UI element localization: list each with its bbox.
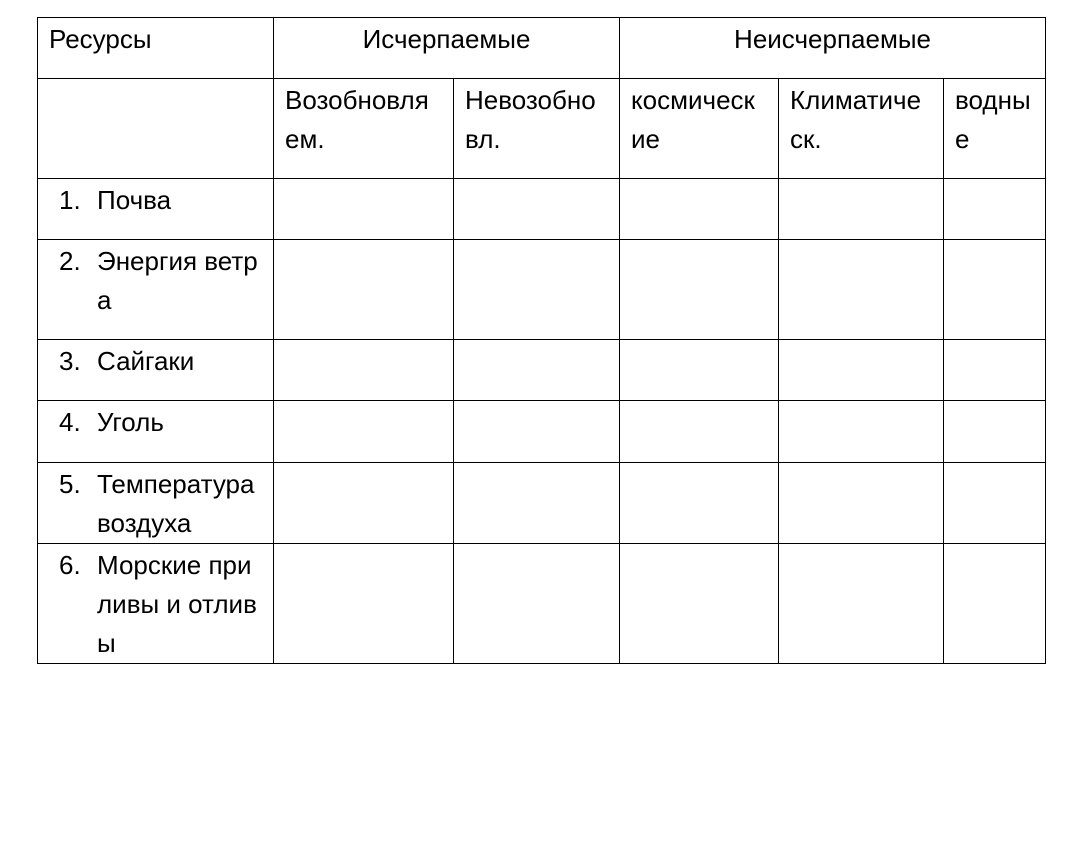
answer-cell[interactable] [452,178,621,240]
answer-cell[interactable] [943,400,1047,463]
header-row: Ресурсы Исчерпаемые Неисчерпаемые [37,17,1047,79]
subheader-nonrenewable: Невозобновл. [452,78,621,179]
answer-cell[interactable] [778,543,945,664]
answer-cell[interactable] [619,462,780,544]
answer-cell[interactable] [619,400,780,463]
answer-cell[interactable] [619,239,780,340]
row-number: 3. [59,346,81,376]
answer-cell[interactable] [273,178,454,240]
answer-cell[interactable] [452,543,621,664]
row-number: 4. [59,407,81,437]
table-row: 3. Сайгаки [37,339,1047,401]
answer-cell[interactable] [778,400,945,463]
row-text: Морские приливы и отливы [97,550,257,658]
answer-cell[interactable] [452,400,621,463]
row-number: 1. [59,185,81,215]
answer-cell[interactable] [452,462,621,544]
subheader-empty [37,78,274,179]
answer-cell[interactable] [778,462,945,544]
table-row: 4. Уголь [37,400,1047,463]
row-label: 1. Почва [37,178,274,240]
subheader-space: космические [619,78,780,179]
row-text: Температура воздуха [97,469,255,538]
header-exhaustible: Исчерпаемые [272,17,621,79]
answer-cell[interactable] [452,239,621,340]
row-label: 4. Уголь [37,400,274,463]
answer-cell[interactable] [943,543,1047,664]
answer-cell[interactable] [943,178,1047,240]
answer-cell[interactable] [273,400,454,463]
answer-cell[interactable] [619,543,780,664]
answer-cell[interactable] [273,543,454,664]
table-row: 5. Температура воздуха [37,462,1047,544]
answer-cell[interactable] [943,339,1047,401]
subheader-row: Возобновляем. Невозобновл. космические К… [37,78,1047,179]
answer-cell[interactable] [273,462,454,544]
row-number: 6. [59,550,81,580]
answer-cell[interactable] [778,239,945,340]
answer-cell[interactable] [778,178,945,240]
row-text: Энергия ветра [97,246,258,315]
answer-cell[interactable] [273,339,454,401]
table-row: 2. Энергия ветра [37,239,1047,340]
subheader-water: водные [943,78,1047,179]
table-row: 6. Морские приливы и отливы [37,543,1047,664]
row-label: 3. Сайгаки [37,339,274,401]
header-inexhaustible: Неисчерпаемые [619,17,1047,79]
answer-cell[interactable] [273,239,454,340]
row-number: 5. [59,469,81,499]
resources-table: Ресурсы Исчерпаемые Неисчерпаемые Возобн… [37,17,1047,664]
row-text: Уголь [97,407,164,437]
header-resources: Ресурсы [37,17,274,79]
row-number: 2. [59,246,81,276]
row-label: 6. Морские приливы и отливы [37,543,274,664]
row-label: 2. Энергия ветра [37,239,274,340]
answer-cell[interactable] [452,339,621,401]
subheader-climatic: Климатическ. [778,78,945,179]
row-text: Почва [97,185,172,215]
row-text: Сайгаки [97,346,195,376]
table-row: 1. Почва [37,178,1047,240]
answer-cell[interactable] [619,178,780,240]
row-label: 5. Температура воздуха [37,462,274,544]
subheader-renewable: Возобновляем. [273,78,454,179]
answer-cell[interactable] [778,339,945,401]
answer-cell[interactable] [619,339,780,401]
answer-cell[interactable] [943,462,1047,544]
answer-cell[interactable] [943,239,1047,340]
